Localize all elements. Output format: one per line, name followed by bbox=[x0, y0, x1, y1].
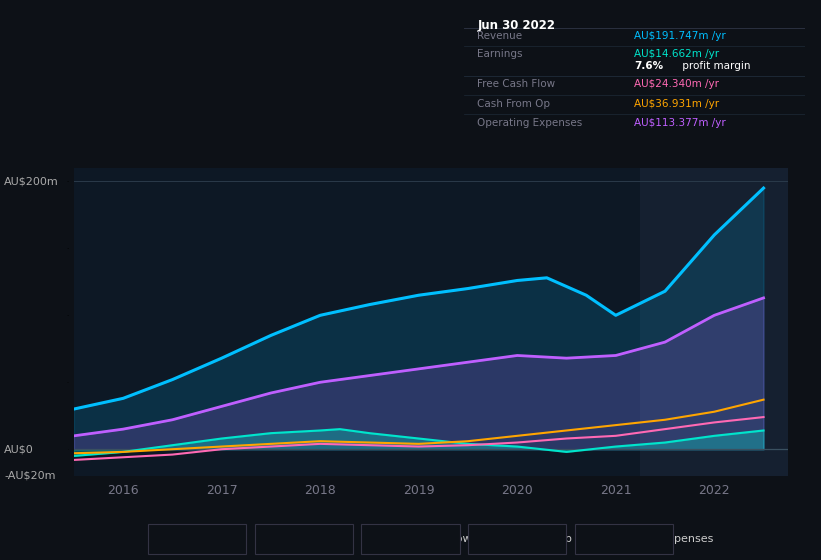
Text: Revenue: Revenue bbox=[174, 534, 222, 544]
Text: AU$24.340m /yr: AU$24.340m /yr bbox=[635, 79, 719, 89]
Text: ●: ● bbox=[157, 533, 168, 545]
Text: ●: ● bbox=[264, 533, 275, 545]
Text: ●: ● bbox=[370, 533, 382, 545]
Text: AU$0: AU$0 bbox=[4, 444, 34, 454]
Text: Jun 30 2022: Jun 30 2022 bbox=[478, 19, 556, 32]
Text: Cash From Op: Cash From Op bbox=[478, 99, 551, 109]
Text: Earnings: Earnings bbox=[281, 534, 329, 544]
Text: Revenue: Revenue bbox=[478, 31, 523, 41]
Text: Cash From Op: Cash From Op bbox=[494, 534, 572, 544]
Text: -AU$20m: -AU$20m bbox=[4, 471, 56, 481]
Text: AU$200m: AU$200m bbox=[4, 176, 59, 186]
Text: AU$36.931m /yr: AU$36.931m /yr bbox=[635, 99, 719, 109]
Text: Operating Expenses: Operating Expenses bbox=[601, 534, 713, 544]
Text: ●: ● bbox=[584, 533, 595, 545]
Text: Operating Expenses: Operating Expenses bbox=[478, 118, 583, 128]
Text: AU$191.747m /yr: AU$191.747m /yr bbox=[635, 31, 726, 41]
Text: profit margin: profit margin bbox=[678, 61, 750, 71]
Text: Free Cash Flow: Free Cash Flow bbox=[478, 79, 556, 89]
Text: Earnings: Earnings bbox=[478, 49, 523, 59]
Text: AU$14.662m /yr: AU$14.662m /yr bbox=[635, 49, 719, 59]
Bar bbox=[640, 168, 788, 476]
Text: 7.6%: 7.6% bbox=[635, 61, 663, 71]
Text: ●: ● bbox=[477, 533, 488, 545]
Text: Free Cash Flow: Free Cash Flow bbox=[388, 534, 471, 544]
Text: AU$113.377m /yr: AU$113.377m /yr bbox=[635, 118, 726, 128]
